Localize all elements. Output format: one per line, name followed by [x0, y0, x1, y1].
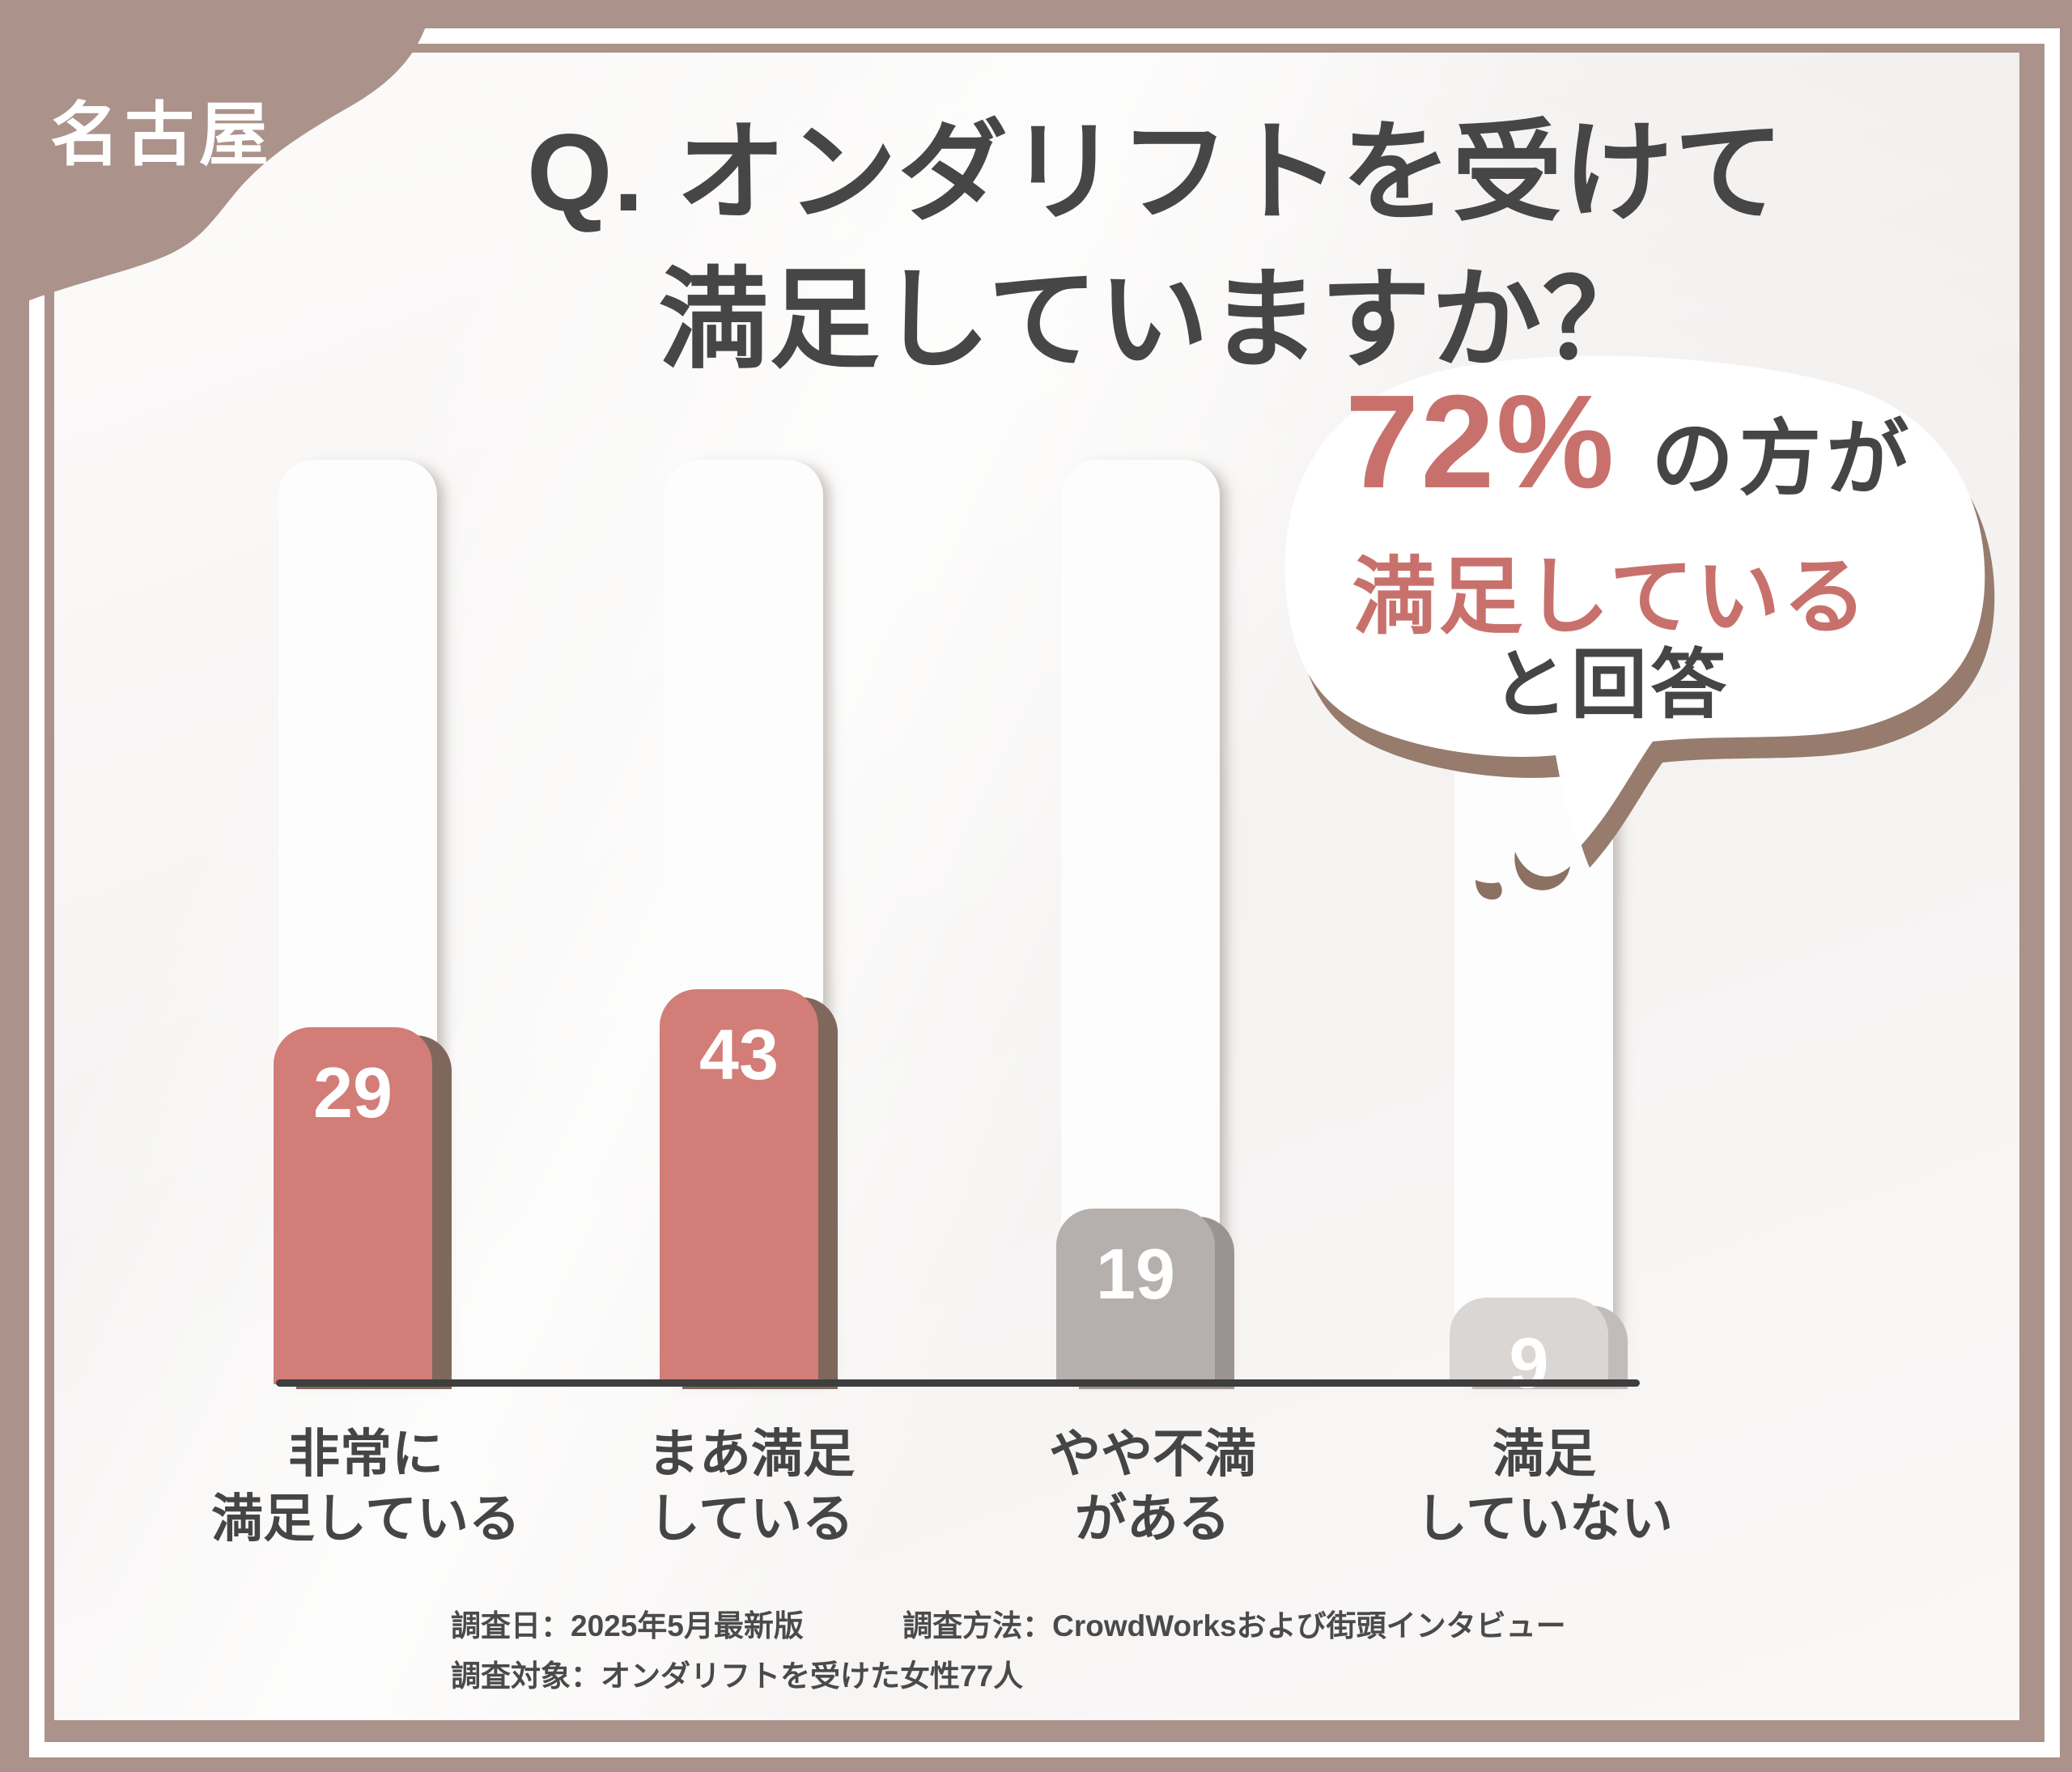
survey-date: 調査日：2025年5月最新版	[451, 1609, 804, 1642]
drip-icon	[1514, 852, 1570, 890]
stat-suffix: の方が	[1651, 413, 1914, 505]
value-bar: 9	[1450, 1298, 1608, 1403]
border-frame	[29, 28, 2060, 1757]
survey-target: 調査対象：オンダリフトを受けた女性77人	[451, 1659, 1024, 1693]
value-bar: 43	[660, 989, 818, 1384]
stat-highlight: 満足している	[1352, 550, 1870, 644]
bar-category-label: やや不満 がある	[1049, 1425, 1256, 1548]
speech-bubble-shape	[1284, 355, 1985, 848]
drip-icon	[1475, 880, 1502, 900]
axis-line	[276, 1379, 1640, 1387]
survey-method: 調査方法：CrowdWorksおよび街頭インタビュー	[902, 1609, 1566, 1642]
bar-value-label: 29	[313, 1052, 393, 1132]
bubble-stat-line: 72% の方が	[1345, 366, 1993, 518]
question-title-line2: 満足していますか？	[658, 258, 1654, 381]
question-title: Q. オンダリフトを受けて 満足していますか？	[508, 99, 1803, 393]
value-bar: 29	[274, 1027, 432, 1384]
question-title-line1: Q. オンダリフトを受けて	[526, 111, 1785, 234]
bar-value-label: 9	[1509, 1323, 1549, 1403]
corner-blob	[0, 0, 433, 312]
bar-value-label: 19	[1096, 1234, 1175, 1314]
stat-percentage: 72%	[1345, 368, 1616, 516]
bar-value-label: 43	[699, 1014, 779, 1094]
bar-category-label: 満足 していない	[1415, 1425, 1674, 1548]
survey-info-line1: 調査日：2025年5月最新版 調査方法：CrowdWorksおよび街頭インタビュ…	[451, 1601, 1566, 1645]
bar-category-label: まあ満足 している	[648, 1425, 855, 1548]
region-badge: 名古屋	[50, 96, 274, 174]
stat-answer: と回答	[1491, 642, 1730, 727]
value-bar: 19	[1056, 1209, 1215, 1384]
bar-category-label: 非常に 満足している	[210, 1425, 521, 1548]
